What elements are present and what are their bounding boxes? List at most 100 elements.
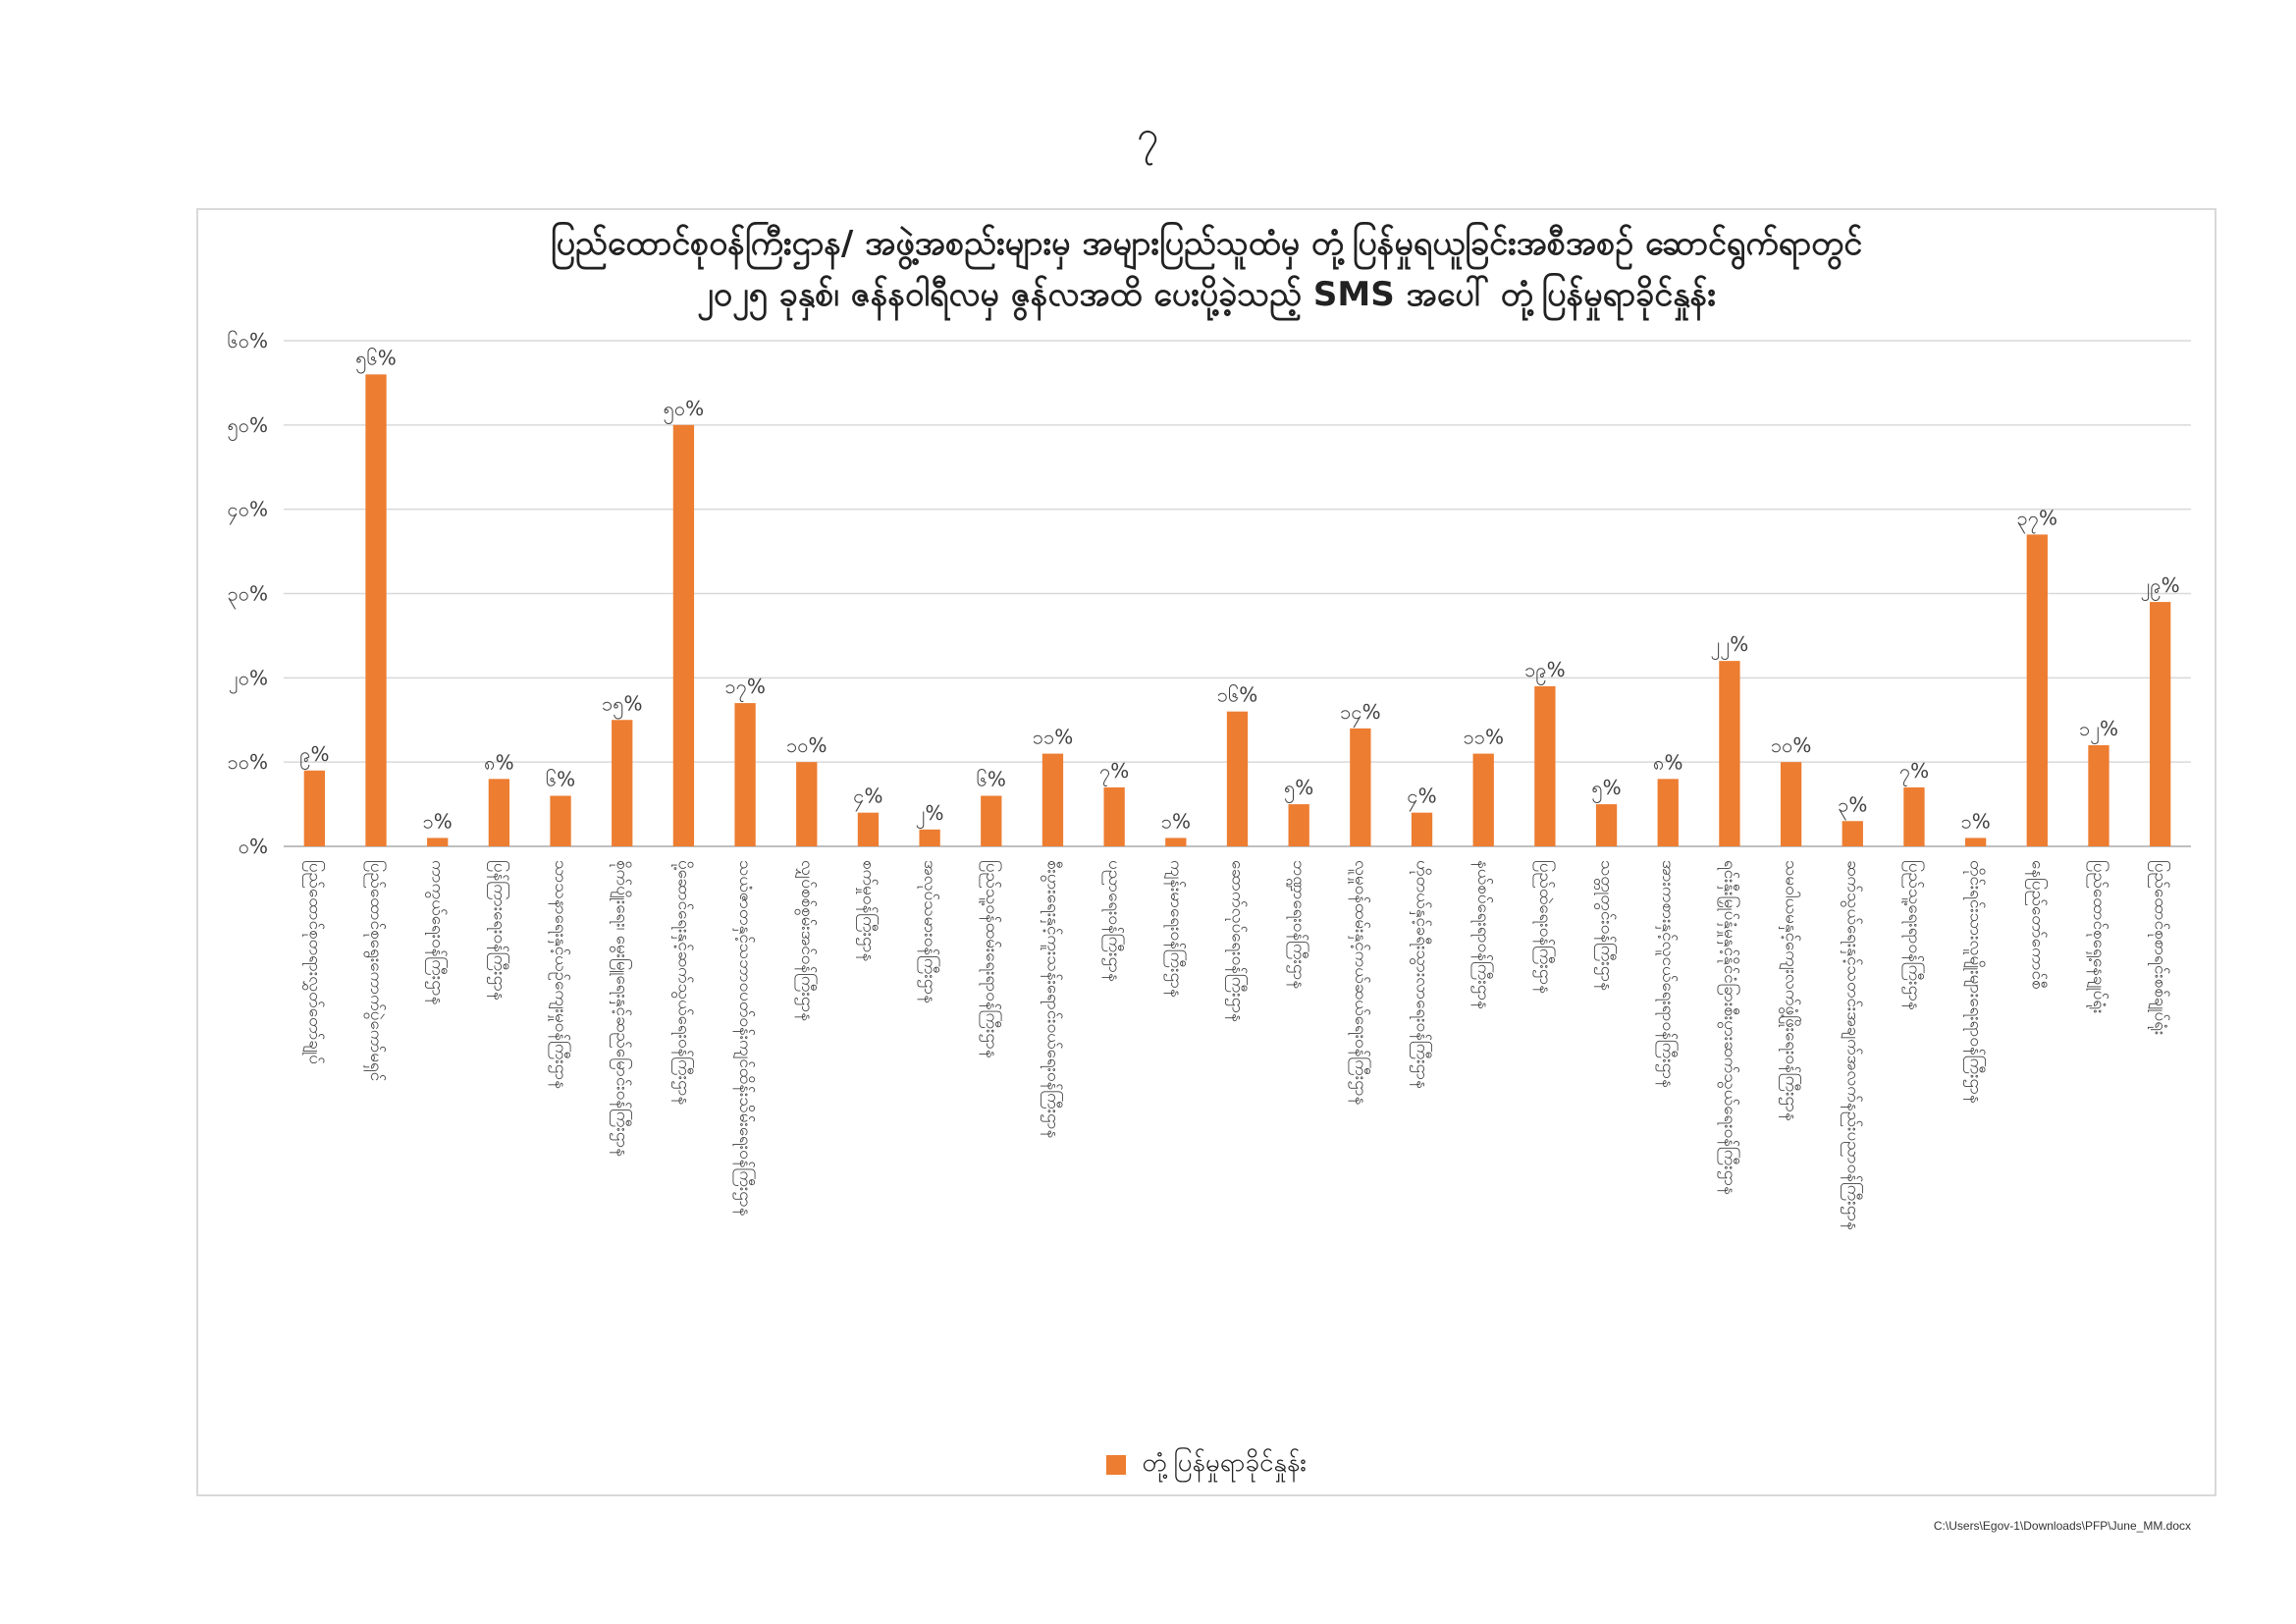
x-axis-category-labels: ပြည်ထောင်စုတရားလွှတ်တော်ချုပ် ပြည်ထောင်စု… [301,860,2171,1230]
data-label: ၁၀% [1771,733,1812,757]
bar [1719,661,1740,846]
x-category-label: ပြည်သူ့ဝန်ထမ်းရေးရာဝန်ကြီးဌာန [979,860,1003,1058]
data-label: ၁၁% [1033,726,1074,749]
file-path-footer: C:\Users\Egov-1\Downloads\PFP\June_MM.do… [1933,1519,2191,1533]
bar [981,795,1002,846]
y-axis-tick-labels: ၀% ၁၀% ၂၀% ၃၀% ၄၀% ၅၀% ၆၀% [227,329,268,858]
data-label: ၇% [1899,759,1929,786]
y-tick-label: ၆၀% [227,329,268,352]
bar [1903,786,1925,846]
x-category-label: ပြည်ထောင်စုရှေ့နေချုပ်ရုံး [2086,860,2110,1013]
data-label: ၄% [853,785,882,812]
page-number: ၇ [1137,113,1159,158]
bar [1350,728,1371,846]
legend: တုံ့ပြန်မှုရာခိုင်နှုန်း [198,1445,2215,1484]
bar [1165,838,1187,846]
chart-frame: ၀% ၁၀% ၂၀% ၃၀% ၄၀% ၅၀% ၆၀% ၉% ၅၆% ၁% ၈% ၆% ၁၅% ၅၀% ၁၇… [196,208,2216,1496]
y-tick-label: ၄၀% [227,498,268,525]
x-category-label: အားကစားနှင့်လူငယ်ရေးရာဝန်ကြီးဌာန [1655,860,1680,1088]
bar [1534,685,1556,846]
bar [857,812,880,846]
data-label: ၄% [1407,785,1436,812]
data-labels: ၉% ၅၆% ၁% ၈% ၆% ၁၅% ၅၀% ၁၇% ၁၀% ၄% ၂% ၆% ၁၁% ၇% ၁% ၁၆% ၅… [299,346,2179,833]
bar [1595,804,1618,846]
bar [1964,838,1987,846]
data-label: ၃၇% [2017,506,2058,533]
bar [1657,779,1679,846]
x-category-label: ပြည်ထောင်စုစာရင်းစစ်ချုပ်ရုံး [2148,860,2172,1035]
x-category-label: ဟိုတယ်နှင့်ခရီးသွားလာရေးဝန်ကြီးဌာန [1410,860,1434,1089]
x-category-label: ဘဏ္ဍာရေးဝန်ကြီးဌာန [1286,860,1310,989]
data-label: ၂% [916,801,944,829]
x-category-label: စက်မှုဝန်ကြီးဌာန [855,860,880,961]
chart-title-line-1: ပြည်ထောင်စုဝန်ကြီးဌာန/ အဖွဲ့အစည်းများမှ … [550,224,1863,263]
data-label: ၁၄% [1340,700,1381,728]
bar-chart: ၀% ၁၀% ၂၀% ၃၀% ၄၀% ၅၀% ၆၀% ၉% ၅၆% ၁% ၈% ၆% ၁၅% ၅၀% ၁၇… [227,329,2191,1230]
bar [365,374,387,846]
bar [1842,821,1863,846]
x-category-label: ကာကွယ်ရေးဝန်ကြီးဌာန [425,860,450,1004]
data-label: ၈% [1653,750,1682,774]
y-tick-label: ၅၀% [227,413,268,441]
data-label: ၁% [1960,809,1990,833]
bar [1780,762,1802,846]
bar [2088,745,2109,846]
data-label: ၁၁% [1463,726,1504,749]
x-category-label: ပြည်သူ့ရေးရာဝန်ကြီးဌာန [1901,860,1926,1010]
x-category-label: ရင်းနှီးမြှုပ်နှံမှုနှင့်နိုင်ငံခြားစီးပ… [1717,860,1741,1195]
x-category-label: လျှပ်စစ်စွမ်းအင်ဝန်ကြီးဌာန [794,860,819,1021]
x-category-label: ပညာရေးဝန်ကြီးဌာန [1101,860,1126,982]
bar [1411,812,1433,846]
bar [2150,602,2171,846]
data-label: ၉% [299,742,329,770]
data-label: ၁% [423,809,453,833]
bar [612,720,633,846]
data-label: ၆% [977,768,1006,791]
bar [734,703,756,846]
chart-title-line-2: ၂၀၂၅ ခုနှစ်၊ ဇန်နဝါရီလမှ ဇွန်လအထိ ပေးပို… [697,275,1716,314]
gridlines [284,340,2191,847]
x-category-label: ပြည်ထောင်စုတရားလွှတ်တော်ချုပ် [301,860,326,1064]
bar [1103,786,1125,846]
legend-label: တုံ့ပြန်မှုရာခိုင်နှုန်း [1142,1448,1307,1478]
data-label: ၅၆% [355,346,397,373]
bar [796,762,818,846]
data-label: ၂၉% [2141,573,2180,601]
data-label: ၁% [1161,809,1191,833]
bar [488,779,510,846]
x-category-label: ကျန်းမာရေးဝန်ကြီးဌာန [1163,860,1188,998]
data-label: ၁၆% [1217,683,1258,707]
data-label: ၇% [1099,759,1129,786]
x-category-label: သာသနာရေးနှင့်ယဉ်ကျေးမှုဝန်ကြီးဌာန [548,860,572,1089]
bar [303,770,325,846]
data-label: ၂၂% [1711,632,1749,660]
x-category-label: ပြန်ကြားရေးဝန်ကြီးဌာန [486,860,510,1001]
bar [550,795,571,846]
x-category-label: ပြည်ထောင်စုရွေးကောက်ပွဲကော်မရှင် [363,860,388,1081]
x-category-label: သမဝါယမနှင့်ကျေးလက်ဖွံ့ဖြိုးရေးဝန်ကြီးဌာန [1779,860,1803,1121]
y-tick-label: ၂၀% [229,666,268,693]
x-category-label: စီးပွားရေးနှင့်ကူးသန်းရောင်းဝယ်ရေးဝန်ကြီ… [1040,860,1064,1138]
legend-swatch [1106,1454,1127,1475]
bars [303,374,2171,846]
bar [919,829,940,846]
data-label: ၁၉% [1524,658,1566,685]
data-label: ၁၇% [724,675,766,702]
bar [1472,753,1494,846]
data-label: ၈% [484,750,513,774]
data-label: ၆% [546,768,575,791]
data-label: ၅၀% [664,397,705,424]
bar [672,424,695,846]
y-tick-label: ၃၀% [227,582,268,610]
x-category-label: တိုင်းရင်းသားလူမျိုးများရေးရာဝန်ကြီးဌာန [1963,860,1988,1104]
data-label: ၅% [1284,776,1313,803]
y-tick-label: ၀% [239,835,268,858]
data-label: ၃% [1838,792,1867,820]
bar [2026,534,2048,846]
bar [1226,711,1249,846]
x-category-label: ဆောက်လုပ်ရေးဝန်ကြီးဌာန [1225,860,1250,1022]
x-category-label: သယံဇာတနှင့်သဘာဝပတ်ဝန်းကျင်ထိန်းသိမ်းရေးဝ… [732,860,757,1217]
y-tick-label: ၁၀% [227,750,268,774]
x-category-label: နေပြည်တော်ကောင်စီ [2024,860,2049,990]
x-category-label: စိုက်ပျိုးရေး၊ မွေးမြူရေးနှင့်ဆည်မြောင်း… [610,860,634,1157]
